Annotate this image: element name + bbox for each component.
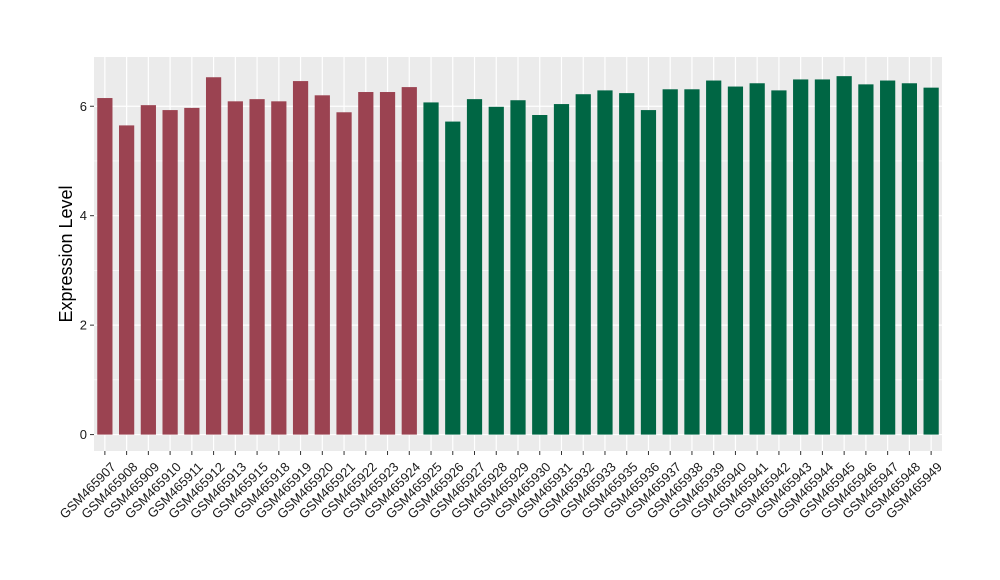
bar-GSM465946 bbox=[858, 84, 874, 435]
y-tick-label: 4 bbox=[80, 208, 87, 223]
x-axis: GSM465907GSM465908GSM465909GSM465910GSM4… bbox=[57, 451, 945, 522]
bar-GSM465907 bbox=[97, 98, 113, 435]
bar-GSM465921 bbox=[336, 112, 352, 435]
bar-GSM465935 bbox=[619, 93, 635, 435]
bar-GSM465915 bbox=[249, 99, 265, 435]
bar-GSM465913 bbox=[227, 101, 243, 435]
bars bbox=[97, 76, 939, 435]
bar-GSM465919 bbox=[292, 81, 309, 435]
y-tick-label: 6 bbox=[80, 99, 87, 114]
y-axis-title: Expression Level bbox=[56, 185, 76, 322]
bar-GSM465925 bbox=[423, 102, 439, 435]
bar-GSM465937 bbox=[662, 89, 678, 435]
bar-GSM465931 bbox=[553, 104, 570, 435]
bar-GSM465933 bbox=[597, 90, 613, 435]
bar-GSM465949 bbox=[923, 87, 939, 435]
bar-GSM465929 bbox=[510, 100, 526, 435]
bar-GSM465944 bbox=[814, 79, 831, 435]
bar-GSM465927 bbox=[466, 99, 483, 435]
bar-GSM465930 bbox=[532, 115, 548, 435]
bar-GSM465947 bbox=[880, 80, 896, 435]
bar-GSM465948 bbox=[901, 83, 917, 435]
bar-GSM465941 bbox=[749, 83, 765, 435]
bar-GSM465923 bbox=[379, 92, 396, 435]
bar-GSM465939 bbox=[706, 80, 722, 435]
bar-GSM465924 bbox=[401, 87, 417, 435]
bar-GSM465922 bbox=[358, 92, 374, 435]
bar-GSM465909 bbox=[140, 105, 156, 435]
y-tick-label: 2 bbox=[80, 318, 87, 333]
bar-GSM465943 bbox=[793, 79, 809, 435]
bar-GSM465928 bbox=[488, 106, 504, 435]
bar-GSM465932 bbox=[575, 94, 591, 435]
bar-GSM465910 bbox=[162, 110, 178, 435]
bar-GSM465942 bbox=[771, 90, 787, 435]
bar-GSM465912 bbox=[205, 77, 222, 435]
bar-GSM465920 bbox=[314, 95, 330, 435]
y-tick-label: 0 bbox=[80, 427, 87, 442]
bar-GSM465938 bbox=[684, 89, 700, 435]
bar-GSM465940 bbox=[727, 86, 744, 435]
bar-GSM465918 bbox=[271, 101, 287, 435]
y-axis: 0 2 4 6 bbox=[80, 99, 94, 442]
bar-GSM465926 bbox=[445, 121, 461, 435]
bar-GSM465911 bbox=[184, 107, 200, 435]
bar-GSM465936 bbox=[640, 110, 657, 435]
bar-GSM465945 bbox=[836, 76, 852, 435]
bar-GSM465908 bbox=[119, 125, 135, 435]
